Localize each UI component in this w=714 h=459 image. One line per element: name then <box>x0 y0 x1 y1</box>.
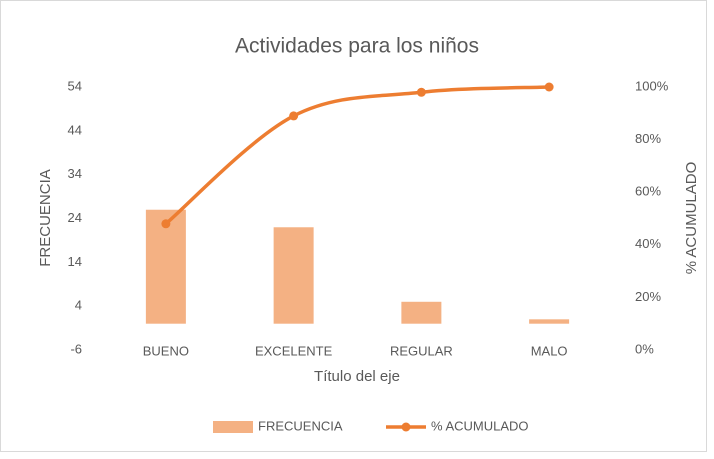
y-tick-label: 44 <box>68 122 82 137</box>
x-tick-label: MALO <box>531 343 568 358</box>
y2-tick-label: 100% <box>635 78 669 93</box>
y2-tick-label: 0% <box>635 341 654 356</box>
bar <box>273 227 314 324</box>
y-tick-label: -6 <box>70 341 82 356</box>
x-tick-label: BUENO <box>143 343 189 358</box>
legend-swatch <box>213 421 253 433</box>
line-marker <box>289 111 299 121</box>
line-marker <box>161 219 171 229</box>
x-axis-label: Título del eje <box>314 368 400 385</box>
legend-label: % ACUMULADO <box>431 418 529 433</box>
y2-tick-label: 40% <box>635 236 661 251</box>
legend-swatch-marker <box>401 422 411 432</box>
chart-title: Actividades para los niños <box>235 35 479 58</box>
line <box>164 85 551 226</box>
chart-frame <box>0 0 707 452</box>
y-tick-label: 4 <box>75 298 82 313</box>
y-axis-label: FRECUENCIA <box>37 169 54 267</box>
line-marker <box>416 87 426 97</box>
legend-label: FRECUENCIA <box>258 418 343 433</box>
y2-tick-label: 60% <box>635 184 661 199</box>
x-tick-label: EXCELENTE <box>255 343 333 358</box>
bar <box>529 319 570 324</box>
y2-tick-label: 80% <box>635 131 661 146</box>
y-tick-label: 54 <box>68 78 82 93</box>
bar <box>145 209 186 324</box>
y2-axis-label: % ACUMULADO <box>683 162 700 275</box>
x-tick-label: REGULAR <box>390 343 453 358</box>
y-tick-label: 24 <box>68 210 82 225</box>
line-marker <box>544 82 554 92</box>
bar <box>401 301 442 324</box>
y-tick-label: 34 <box>68 166 82 181</box>
y-tick-label: 14 <box>68 254 82 269</box>
y2-tick-label: 20% <box>635 289 661 304</box>
